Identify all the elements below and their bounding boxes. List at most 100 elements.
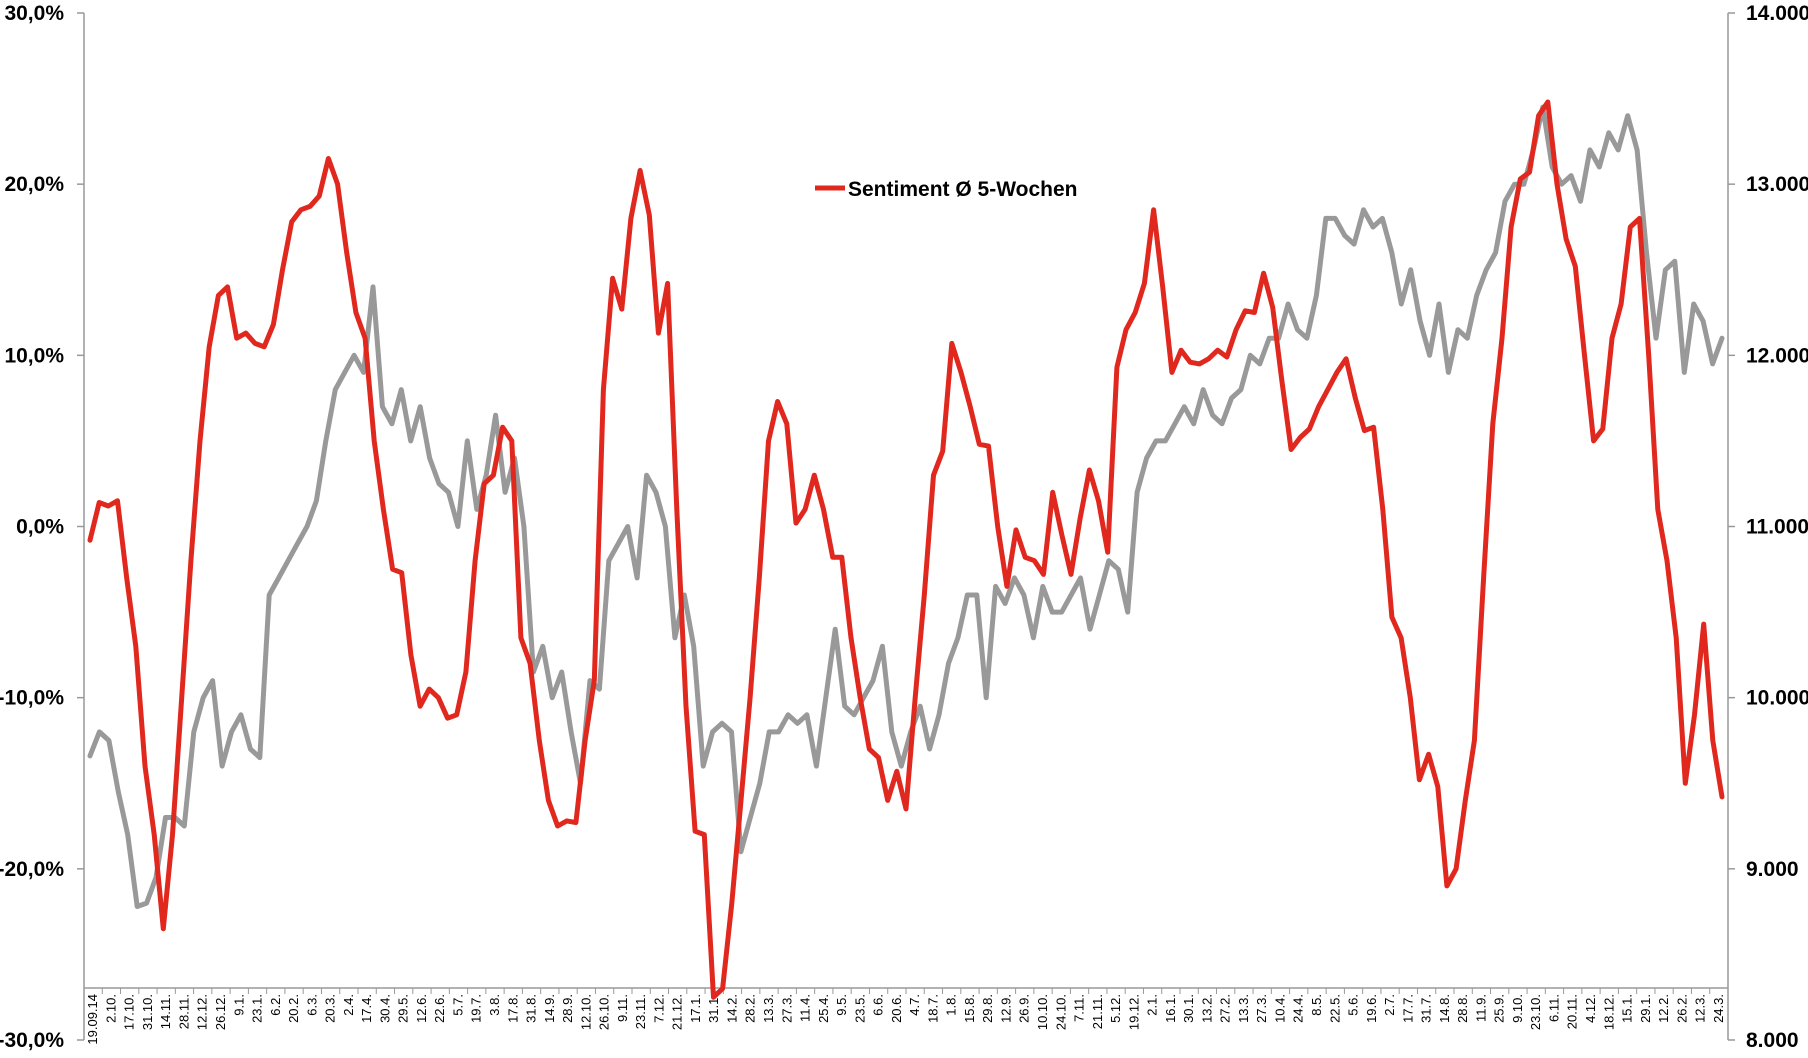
x-tick-label: 4.12.	[1583, 994, 1598, 1023]
x-tick-label: 12.2.	[1656, 994, 1671, 1023]
x-tick-label: 27.3.	[1254, 994, 1269, 1023]
x-tick-label: 26.10.	[597, 994, 612, 1030]
x-tick-label: 9.5.	[834, 994, 849, 1016]
x-tick-label: 10.10.	[1035, 994, 1050, 1030]
x-tick-label: 19.7.	[469, 994, 484, 1023]
x-tick-label: 26.2.	[1674, 994, 1689, 1023]
x-tick-label: 9.10.	[1510, 994, 1525, 1023]
x-tick-label: 17.8.	[505, 994, 520, 1023]
x-tick-label: 12.6.	[414, 994, 429, 1023]
x-tick-label: 20.2.	[286, 994, 301, 1023]
x-tick-label: 26.12.	[213, 994, 228, 1030]
x-tick-label: 2.1.	[1145, 994, 1160, 1016]
series-line-index	[87, 104, 1725, 909]
x-tick-label: 9.1.	[231, 994, 246, 1016]
x-tick-label: 12.10.	[578, 994, 593, 1030]
x-tick-label: 31.7.	[1419, 994, 1434, 1023]
x-tick-label: 2.7.	[1382, 994, 1397, 1016]
x-tick-label: 6.11.	[1547, 994, 1562, 1022]
x-tick-label: 5.12.	[1108, 994, 1123, 1023]
x-tick-label: 6.6.	[871, 994, 886, 1016]
x-tick-label: 27.2.	[1218, 994, 1233, 1023]
x-tick-label: 17.4.	[359, 994, 374, 1023]
x-tick-label: 29.8.	[980, 994, 995, 1023]
right-tick-label: 8.000	[1746, 1029, 1799, 1052]
series-layer	[87, 99, 1725, 1000]
x-tick-label: 5.7.	[451, 994, 466, 1016]
left-tick-label: 20,0%	[4, 173, 64, 196]
x-tick-label: 23.5.	[852, 994, 867, 1023]
x-tick-label: 5.6.	[1346, 994, 1361, 1016]
x-tick-label: 4.7.	[907, 994, 922, 1016]
x-tick-label: 7.12.	[651, 994, 666, 1023]
x-tick-label: 13.3.	[761, 994, 776, 1023]
x-tick-label: 6.2.	[268, 994, 283, 1016]
x-tick-label: 23.11.	[633, 994, 648, 1029]
x-tick-label: 14.8.	[1437, 994, 1452, 1023]
x-tick-label: 17.10.	[122, 994, 137, 1030]
x-tick-label: 7.11.	[1072, 994, 1087, 1022]
x-tick-label: 2.10.	[103, 994, 118, 1023]
x-tick-label: 25.9.	[1492, 994, 1507, 1023]
x-tick-label: 31.10.	[140, 994, 155, 1030]
x-tick-label: 23.10.	[1528, 994, 1543, 1030]
x-tick-label: 14.9.	[542, 994, 557, 1023]
left-axis-ticks: 30,0% 20,0% 10,0% 0,0% -10,0% -20,0% -30,0%	[0, 2, 84, 1052]
x-tick-label: 16.1.	[1163, 994, 1178, 1023]
x-tick-label: 14.2.	[725, 994, 740, 1023]
x-tick-label: 18.7.	[925, 994, 940, 1023]
x-tick-label: 11.9.	[1473, 994, 1488, 1022]
left-tick-label: -10,0%	[0, 687, 64, 710]
x-tick-label: 10.4.	[1273, 994, 1288, 1023]
legend-label: Sentiment Ø 5-Wochen	[848, 178, 1077, 201]
x-tick-label: 28.8.	[1455, 994, 1470, 1023]
x-tick-label: 31.8.	[524, 994, 539, 1023]
right-tick-label: 11.000	[1746, 516, 1808, 539]
x-tick-label: 8.5.	[1309, 994, 1324, 1016]
x-tick-label: 21.12.	[670, 994, 685, 1030]
x-tick-label: 19.12.	[1126, 994, 1141, 1030]
x-tick-label: 15.8.	[962, 994, 977, 1023]
right-tick-label: 10.000	[1746, 687, 1808, 710]
x-tick-label: 12.9.	[999, 994, 1014, 1023]
x-tick-label: 11.4.	[798, 994, 813, 1022]
x-tick-label: 28.2.	[743, 994, 758, 1023]
x-tick-label: 2.4.	[341, 994, 356, 1016]
x-tick-label: 20.11.	[1565, 994, 1580, 1029]
left-tick-label: 10,0%	[4, 344, 64, 367]
left-tick-label: 30,0%	[4, 2, 64, 25]
x-tick-label: 24.4.	[1291, 994, 1306, 1023]
right-tick-label: 14.000	[1746, 2, 1808, 25]
x-tick-label: 13.2.	[1199, 994, 1214, 1023]
x-tick-label: 24.3.	[1711, 994, 1726, 1023]
x-tick-label: 20.6.	[889, 994, 904, 1023]
right-tick-label: 9.000	[1746, 858, 1799, 881]
x-tick-label: 27.3.	[779, 994, 794, 1023]
x-tick-label: 21.11.	[1090, 994, 1105, 1029]
x-tick-label: 18.12.	[1601, 994, 1616, 1030]
x-tick-label: 15.1.	[1620, 994, 1635, 1023]
left-tick-label: -30,0%	[0, 1029, 64, 1052]
x-axis-ticks: 19.09.14 2.10. 17.10. 31.10. 14.11. 28.11. 12.…	[83, 988, 1729, 1045]
series-line-sentiment	[87, 99, 1725, 1000]
x-tick-label: 29.1.	[1638, 994, 1653, 1023]
right-tick-label: 12.000	[1746, 344, 1808, 367]
x-tick-label: 28.11.	[177, 994, 192, 1029]
x-tick-label: 30.1.	[1181, 994, 1196, 1023]
left-tick-label: -20,0%	[0, 858, 64, 881]
x-tick-label: 14.11.	[158, 994, 173, 1029]
x-tick-label: 17.1.	[688, 994, 703, 1023]
x-tick-label: 1.8.	[944, 994, 959, 1016]
x-tick-label: 13.3.	[1236, 994, 1251, 1023]
x-tick-label: 12.3.	[1693, 994, 1708, 1023]
x-tick-label: 19.6.	[1364, 994, 1379, 1023]
x-tick-label: 25.4.	[816, 994, 831, 1023]
x-tick-label: 20.3.	[323, 994, 338, 1023]
x-tick-label: 28.9.	[560, 994, 575, 1023]
right-tick-label: 13.000	[1746, 173, 1808, 196]
x-tick-label: 22.6.	[432, 994, 447, 1023]
x-tick-label: 22.5.	[1327, 994, 1342, 1023]
x-tick-label: 12.12.	[195, 994, 210, 1030]
x-tick-label: 29.5.	[396, 994, 411, 1023]
